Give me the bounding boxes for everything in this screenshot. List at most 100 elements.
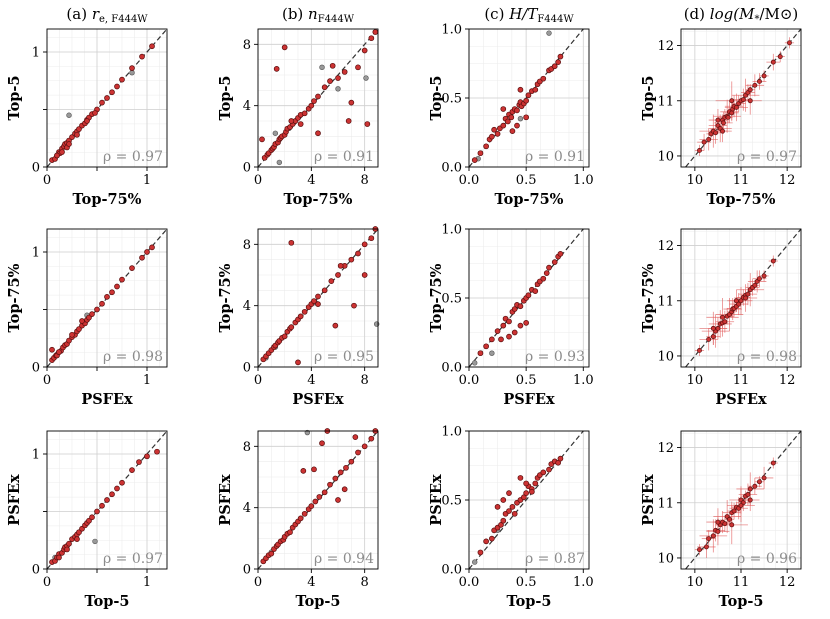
data-point [703,544,709,550]
data-point [129,265,135,271]
outlier-point [319,64,325,71]
data-point [119,76,125,83]
y-tick-label: 8 [243,238,251,253]
y-tick-label: 10 [657,149,674,164]
data-point [297,313,304,320]
data-point [308,102,315,109]
x-tick-label: 0 [254,173,262,188]
data-point [500,106,507,112]
data-point [546,264,552,271]
data-point [715,117,721,123]
data-point [710,325,716,331]
y-tick-label: 10 [657,349,674,364]
data-point [710,533,716,539]
data-point [551,259,558,265]
x-tick-label: 0 [254,373,262,388]
y-tick-label: 0.5 [441,292,462,307]
y-tick-label: 1.0 [441,23,462,38]
outlier-point [363,75,369,81]
data-point [747,98,753,104]
data-point [311,298,317,304]
data-point [747,87,753,93]
data-point [557,455,564,462]
correlation-label: ρ = 0.96 [737,551,797,567]
data-point [517,322,524,329]
data-point [268,550,275,557]
x-axis-label: Top-75% [73,191,142,208]
data-point [500,322,507,329]
data-point [335,75,341,81]
data-point [733,298,739,304]
data-point [56,349,62,355]
data-point [139,254,145,261]
data-point [743,295,749,301]
data-point [500,122,507,129]
data-point [361,47,368,54]
data-point [506,333,512,340]
data-point [731,508,737,514]
y-tick-label: 0.0 [441,563,462,578]
data-point [355,449,361,456]
data-point [94,306,100,313]
y-tick-label: 1 [32,46,40,61]
data-point [288,324,295,330]
data-point [311,98,317,104]
data-point [761,475,767,481]
x-tick-label: 0.5 [516,373,537,388]
data-point [335,497,341,503]
data-point [551,63,558,70]
y-tick-label: 1 [32,448,40,463]
data-point [506,318,512,325]
data-point [281,333,288,340]
data-point [361,241,368,248]
panel-c-row3: 0.0 0.5 1.0 0.0 0.5 1.0 ρ = 0.87 Top-5 PSFEx [428,425,594,611]
data-point [509,504,516,510]
data-point [489,535,495,542]
data-point [752,82,758,88]
data-point [543,270,550,277]
data-point [489,133,495,140]
data-point [49,346,55,353]
outlier-point [546,30,552,36]
data-point [327,78,333,84]
data-point [315,130,321,137]
y-axis-label: Top-5 [640,75,657,120]
plot-frame [257,28,379,168]
plot-frame [257,228,379,368]
x-tick-label: 8 [361,575,369,590]
y-axis-label: PSFEx [6,474,23,526]
data-point [92,110,98,116]
data-point [523,319,529,326]
data-point [509,128,516,134]
data-point [104,294,110,300]
data-point [494,131,501,137]
data-point [752,282,758,288]
data-point [701,139,707,145]
y-tick-label: 11 [657,294,674,309]
data-point [532,480,539,487]
data-point [74,536,80,542]
y-axis-label: Top-75% [6,263,23,332]
data-point [343,464,349,471]
y-tick-label: 4 [243,299,251,314]
x-axis-label: Top-5 [84,593,129,610]
data-point [514,122,520,129]
correlation-label: ρ = 0.97 [103,149,163,165]
x-tick-label: 1.0 [573,373,594,388]
data-point [315,93,321,100]
data-point [715,325,721,331]
data-point [54,152,60,159]
data-point [506,490,512,496]
data-point [66,141,72,147]
panel-d-row1: 10 11 12 10 11 12 ρ = 0.97 Top-75% Top-5 [640,28,802,208]
x-axis-label: Top-5 [506,593,551,610]
data-point [351,302,357,309]
panel-a-row1: 0 1 0 1 ρ = 0.97 Top-75% Top-5 [6,28,168,208]
data-point [517,303,524,310]
data-point [729,110,735,116]
outlier-point [129,69,135,76]
x-tick-label: 1.0 [573,173,594,188]
data-point [757,276,762,282]
data-point [119,479,125,486]
data-point [109,491,115,498]
